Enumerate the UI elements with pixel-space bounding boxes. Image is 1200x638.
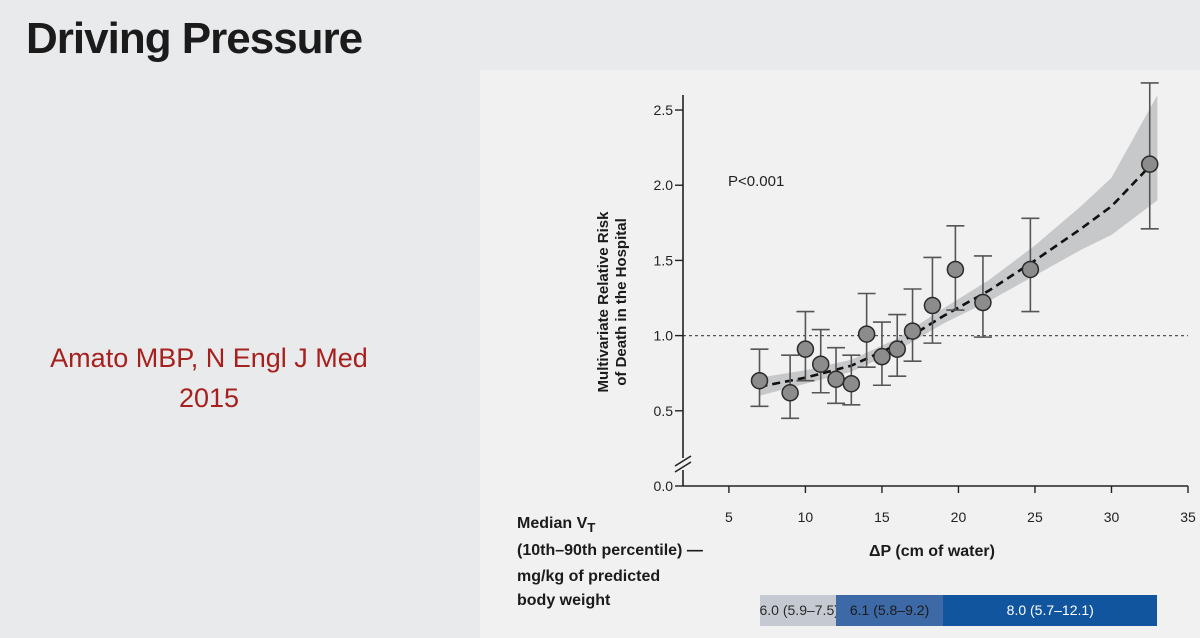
median-vt-label-line-1: Median VT (517, 514, 747, 538)
citation-line-1: Amato MBP, N Engl J Med (50, 343, 368, 373)
x-tick-label: 15 (874, 509, 890, 525)
median-vt-label-line-4: body weight (517, 592, 611, 609)
median-vt-segment: 6.1 (5.8–9.2) (836, 595, 944, 626)
y-tick-label: 2.5 (654, 102, 674, 118)
data-point (946, 225, 965, 311)
point-marker (903, 322, 922, 340)
axis-break-slash (674, 461, 692, 473)
point-marker (796, 340, 815, 358)
p-value-annotation: P<0.001 (728, 173, 784, 190)
data-point (842, 354, 861, 406)
median-vt-segment: 6.0 (5.9–7.5) (759, 595, 839, 626)
data-point (903, 288, 922, 362)
y-axis-label: Multivariate Relative Risk of Death in th… (595, 211, 630, 393)
data-point (796, 310, 815, 382)
data-point (1140, 82, 1159, 230)
median-vt-label-line-3: mg/kg of predicted (517, 568, 661, 585)
median-vt-label-line-2: (10th–90th percentile) — (517, 542, 703, 559)
point-marker (811, 355, 830, 373)
data-point (1021, 217, 1040, 313)
slide-title: Driving Pressure (26, 14, 363, 63)
fit-line (759, 157, 1159, 388)
chart-figure: 0.0 0.5 1.0 1.5 2.0 2.5 5 10 15 20 25 30 35 Multivari… (480, 70, 1200, 638)
x-tick-label: 25 (1027, 509, 1043, 525)
data-point (857, 292, 876, 368)
point-marker (974, 293, 992, 312)
x-axis-label: ΔP (cm of water) (869, 543, 995, 560)
x-tick-label: 35 (1180, 509, 1196, 525)
axis-break-slash (674, 455, 692, 467)
y-tick-label: 0.0 (654, 478, 674, 494)
point-marker (857, 325, 876, 343)
point-marker (888, 340, 906, 358)
confidence-band (759, 95, 1158, 396)
median-vt-label-text: Median V (517, 515, 588, 532)
point-marker (873, 347, 891, 366)
citation-line-2: 2015 (178, 383, 240, 413)
y-tick-label: 1.0 (654, 328, 674, 344)
point-marker (1140, 155, 1159, 173)
data-point (750, 348, 769, 408)
axis-break-gap (675, 458, 691, 470)
y-axis-break (674, 455, 692, 473)
y-axis-label-line-2: of Death in the Hospital (613, 218, 630, 386)
y-axis-label-line-1: Multivariate Relative Risk (595, 211, 612, 393)
x-tick-label: 30 (1104, 509, 1120, 525)
point-marker (923, 296, 942, 315)
point-marker (750, 371, 769, 390)
median-vt-bar: 6.0 (5.9–7.5) 6.1 (5.8–9.2) 8.0 (5.7–12.1) (759, 595, 1158, 626)
point-marker (781, 384, 799, 402)
point-marker (827, 370, 845, 388)
point-marker (1021, 260, 1040, 279)
data-point (781, 354, 800, 420)
x-tick-label: 10 (798, 509, 814, 525)
data-point (923, 256, 942, 344)
data-point (973, 255, 992, 338)
y-tick-label: 2.0 (654, 177, 674, 193)
y-tick-label: 1.5 (654, 252, 674, 268)
relative-risk-chart: 0.0 0.5 1.0 1.5 2.0 2.5 5 10 15 20 25 30 35 Multivari… (595, 82, 1196, 560)
data-point (811, 328, 830, 394)
median-vt-label-subscript: T (587, 520, 596, 536)
x-tick-label: 5 (725, 509, 733, 525)
x-tick-label: 20 (951, 509, 967, 525)
data-point (888, 313, 907, 378)
data-point (827, 346, 846, 405)
data-point (872, 321, 891, 387)
citation: Amato MBP, N Engl J Med 2015 (14, 338, 404, 418)
point-marker (946, 260, 965, 279)
median-vt-segment: 8.0 (5.7–12.1) (943, 595, 1158, 626)
y-tick-label: 0.5 (654, 403, 674, 419)
point-marker (842, 374, 861, 393)
